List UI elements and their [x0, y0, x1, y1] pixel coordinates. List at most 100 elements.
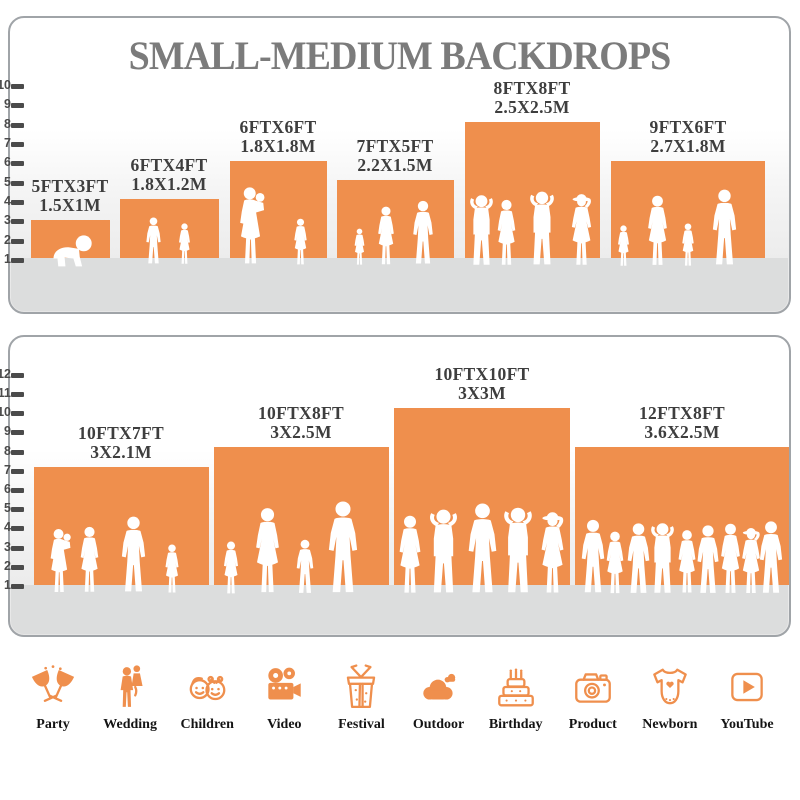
backdrop-size-label: 10FTX8FT 3X2.5M	[257, 403, 345, 442]
ruler-number: 4	[4, 520, 11, 534]
ruler-tick	[11, 84, 24, 89]
ruler-number: 1	[4, 252, 11, 266]
people-silhouette	[618, 189, 737, 266]
backdrop-block-7x5	[337, 180, 454, 265]
people-silhouette	[239, 187, 307, 265]
category-label: YouTube	[720, 717, 774, 732]
backdrop-panel-medium: 12 11 10 9 8 7 6 5 4 3 2 1 10FTX7FT 3X2.…	[0, 335, 791, 637]
ruler-number: 10	[0, 405, 11, 419]
category-children: Children	[174, 664, 240, 760]
backdrop-block-6x4	[120, 199, 219, 264]
ruler-number: 7	[4, 136, 11, 150]
backdrop-size-label: 8FTX8FT 2.5X2.5M	[493, 78, 571, 117]
ruler-number: 9	[4, 97, 11, 111]
backdrop-size-label: 6FTX6FT 1.8X1.8M	[239, 117, 317, 156]
category-label: Festival	[338, 717, 385, 732]
festival-icon	[347, 664, 376, 709]
ground-strip	[11, 585, 788, 634]
ruler-tick	[11, 123, 24, 128]
ruler-tick	[11, 526, 24, 531]
backdrop-size-label: 6FTX4FT 1.8X1.2M	[130, 155, 208, 194]
backdrop-block-12x8	[575, 447, 789, 594]
ruler-number: 7	[4, 463, 11, 477]
backdrop-block-10x10	[394, 408, 570, 593]
people-silhouette	[581, 519, 783, 594]
ruler-number: 2	[4, 559, 11, 573]
category-festival: Festival	[328, 664, 394, 760]
people-silhouette	[53, 235, 92, 267]
ruler-number: 8	[4, 444, 11, 458]
ruler-tick	[11, 507, 24, 512]
backdrop-size-label: 12FTX8FT 3.6X2.5M	[638, 403, 726, 442]
ruler-tick	[11, 469, 24, 474]
people-silhouette	[145, 217, 190, 264]
backdrop-block-9x6	[611, 161, 765, 266]
ruler-tick	[11, 161, 24, 166]
category-label: Wedding	[103, 717, 157, 732]
ruler-tick	[11, 142, 24, 147]
category-newborn: Newborn	[637, 664, 703, 760]
category-birthday: Birthday	[483, 664, 549, 760]
ruler-tick	[11, 258, 24, 263]
birthday-icon	[497, 668, 534, 707]
backdrop-block-10x7	[34, 467, 209, 593]
ruler-tick	[11, 200, 24, 205]
ruler-number: 6	[4, 482, 11, 496]
backdrop-size-label: 10FTX7FT 3X2.1M	[77, 423, 165, 462]
category-wedding: Wedding	[97, 664, 163, 760]
ruler-tick	[11, 392, 24, 397]
ruler-tick	[11, 219, 24, 224]
ruler-tick	[11, 565, 24, 570]
ruler-tick	[11, 430, 24, 435]
backdrop-block-5x3	[31, 220, 110, 267]
ruler-number: 5	[4, 175, 11, 189]
category-label: Video	[267, 717, 302, 732]
people-silhouette	[354, 200, 433, 265]
outdoor-icon	[422, 673, 455, 700]
ruler-tick	[11, 239, 24, 244]
ruler-number: 8	[4, 117, 11, 131]
people-silhouette	[223, 501, 357, 594]
product-icon	[574, 673, 611, 703]
ruler-number: 3	[4, 540, 11, 554]
ruler-tick	[11, 546, 24, 551]
backdrop-size-label: 7FTX5FT 2.2X1.5M	[356, 136, 434, 175]
category-label: Newborn	[642, 717, 698, 732]
ruler-tick	[11, 411, 24, 416]
ruler-number: 5	[4, 501, 11, 515]
wedding-icon	[120, 665, 143, 707]
ruler-number: 12	[0, 367, 11, 381]
category-party: Party	[20, 664, 86, 760]
category-video: Video	[251, 664, 317, 760]
children-icon	[189, 675, 226, 701]
backdrop-block-8x8	[465, 122, 600, 265]
video-icon	[268, 667, 302, 700]
category-product: Product	[560, 664, 626, 760]
category-bar: Party Wedding Children	[20, 664, 780, 760]
ruler-tick	[11, 450, 24, 455]
backdrop-block-6x6	[230, 161, 327, 265]
ruler-number: 11	[0, 386, 11, 400]
ruler-number: 1	[4, 578, 11, 592]
category-label: Outdoor	[412, 717, 465, 732]
people-silhouette	[399, 503, 564, 593]
category-label: Party	[36, 717, 70, 732]
backdrop-size-label: 10FTX10FT 3X3M	[434, 364, 530, 403]
backdrop-size-label: 5FTX3FT 1.5X1M	[31, 176, 109, 215]
ruler-tick	[11, 488, 24, 493]
ruler-number: 10	[0, 78, 11, 92]
ruler-tick	[11, 103, 24, 108]
category-label: Birthday	[488, 717, 543, 732]
page-title: SMALL-MEDIUM BACKDROPS	[128, 33, 672, 78]
ground-strip	[11, 258, 788, 311]
party-icon	[31, 665, 75, 702]
backdrop-size-label: 9FTX6FT 2.7X1.8M	[649, 117, 727, 156]
people-silhouette	[50, 516, 178, 593]
ruler-number: 3	[4, 213, 11, 227]
category-outdoor: Outdoor	[406, 664, 472, 760]
backdrop-panel-small: SMALL-MEDIUM BACKDROPS 10 9 8 7 6 5 4 3 …	[0, 16, 791, 314]
people-silhouette	[469, 191, 591, 265]
ruler-tick	[11, 584, 24, 589]
youtube-icon	[731, 672, 763, 702]
backdrop-block-10x8	[214, 447, 389, 594]
